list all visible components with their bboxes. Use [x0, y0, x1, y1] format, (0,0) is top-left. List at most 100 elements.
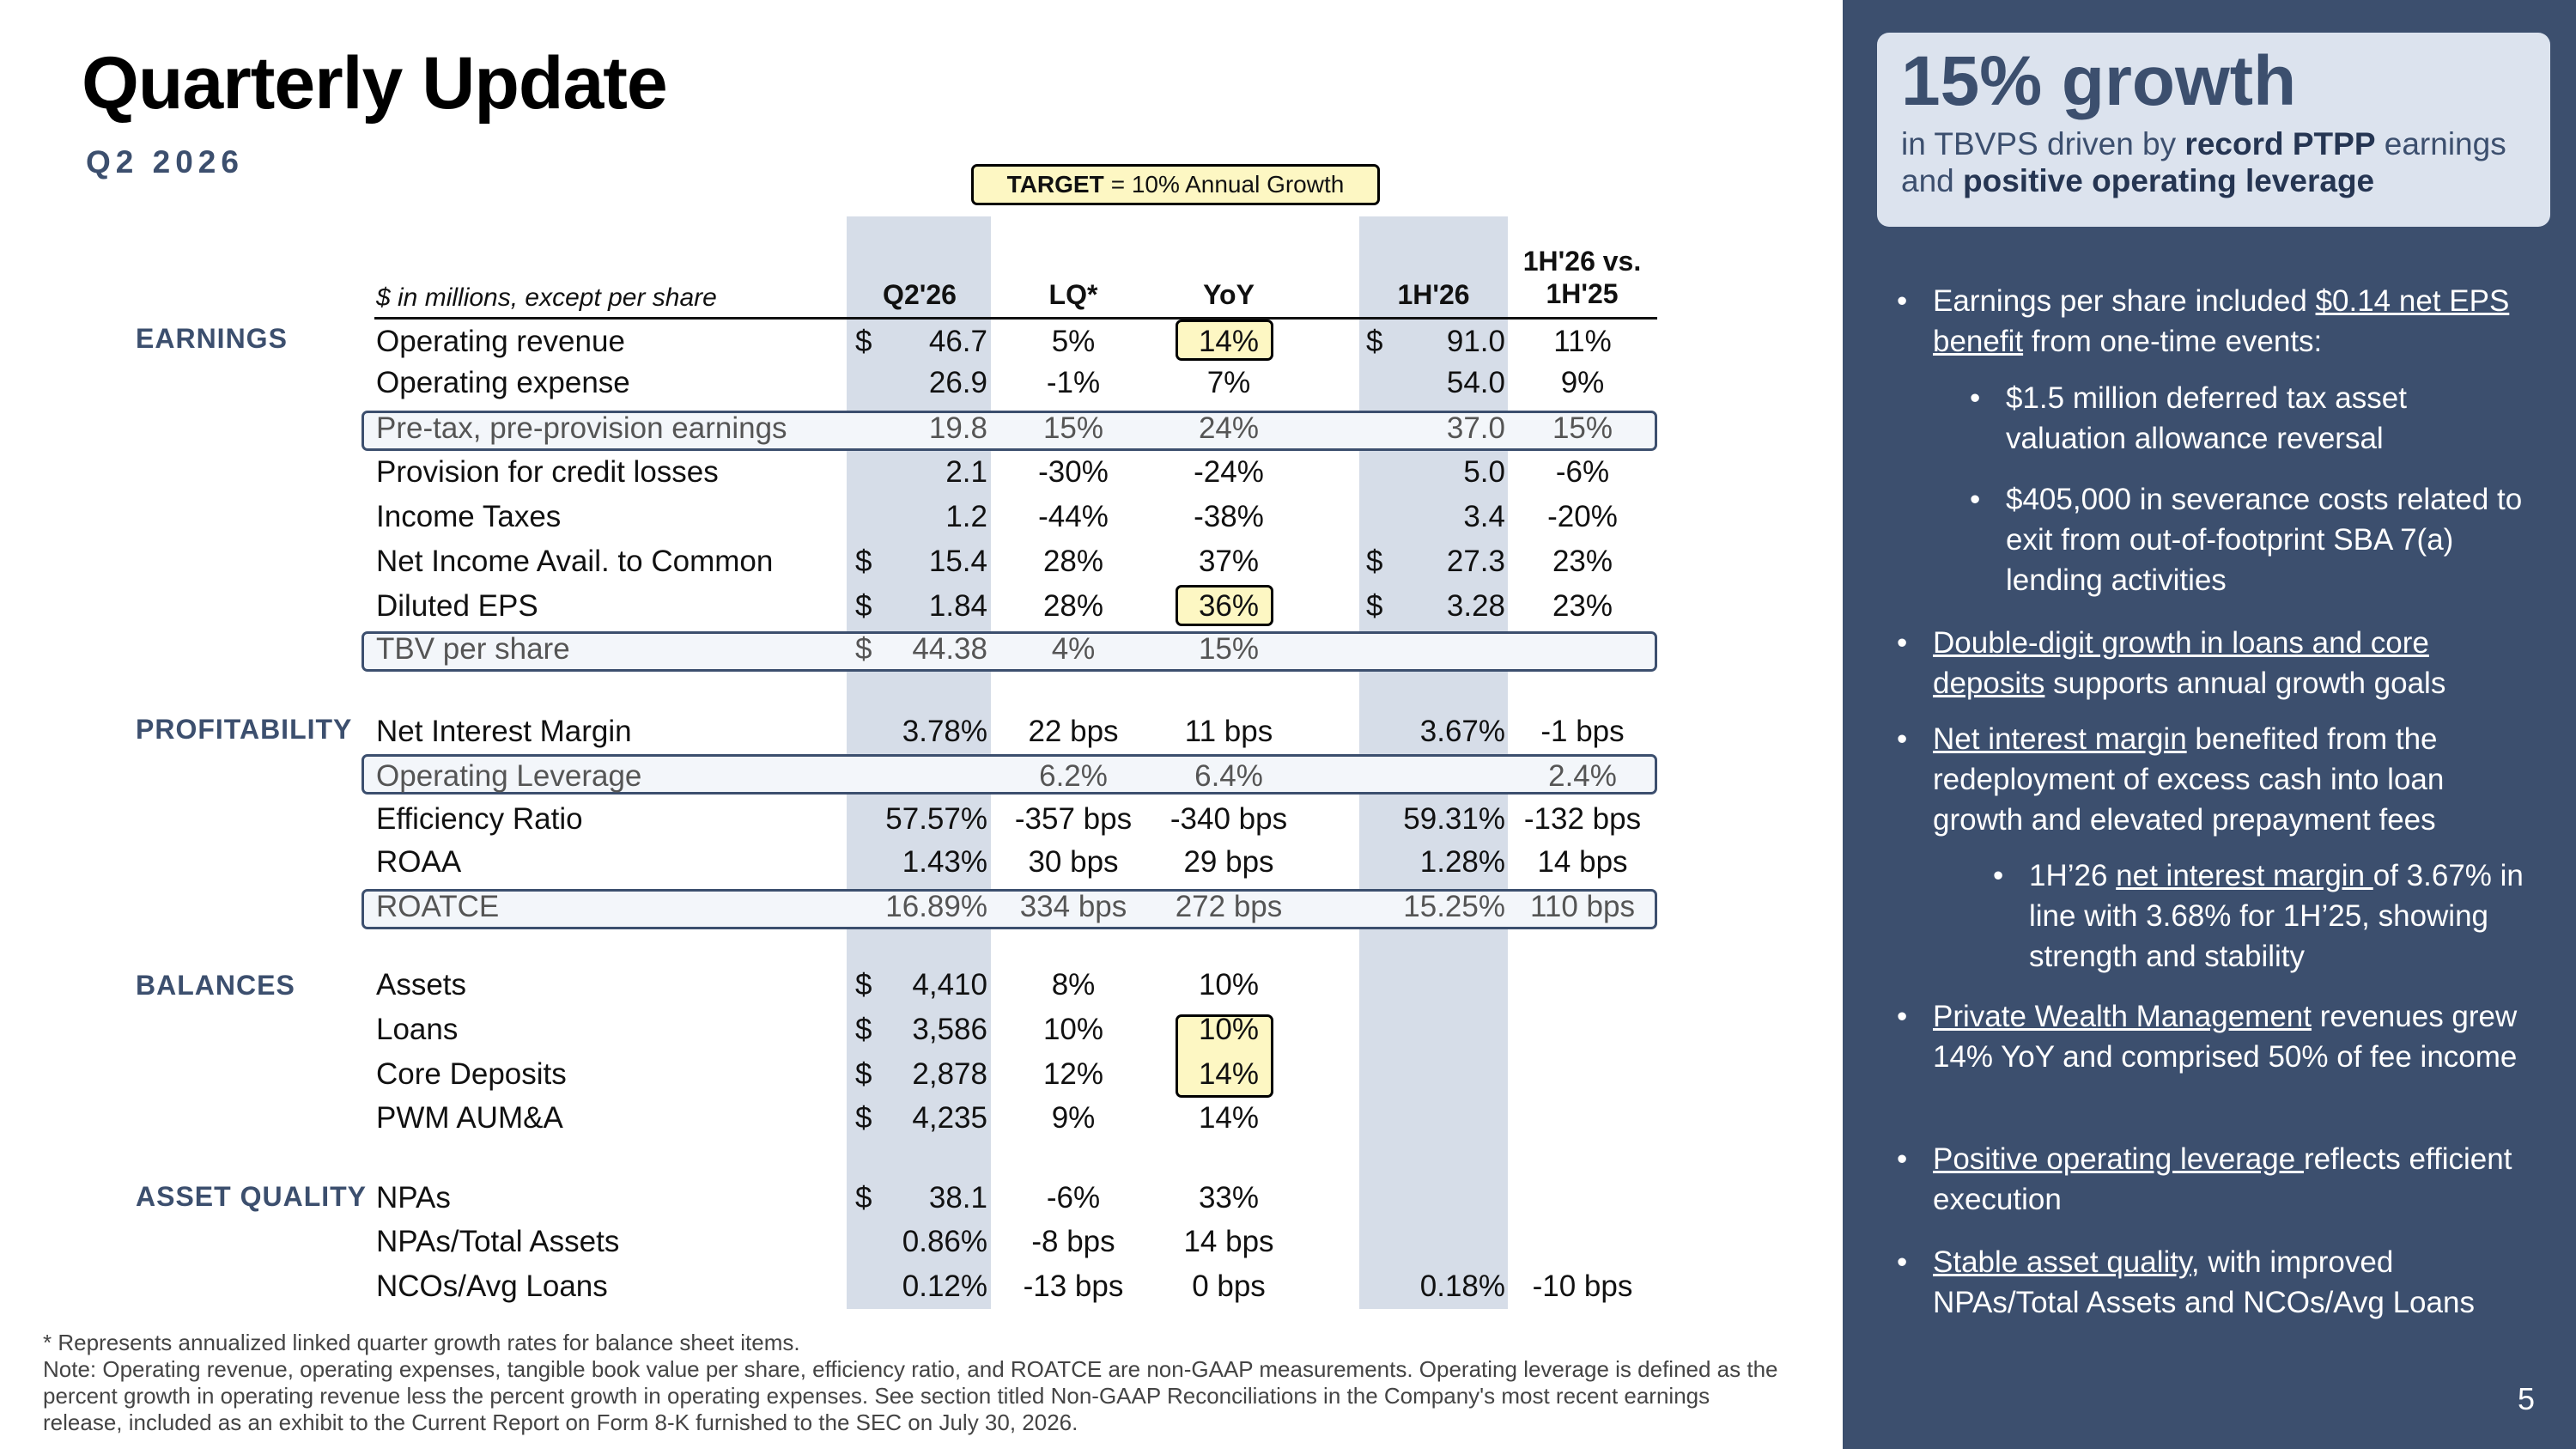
dollar-sign: $ — [1366, 589, 1383, 623]
cell-q226: 3,586 — [912, 1013, 987, 1046]
row-box-operating-leverage — [361, 754, 1657, 795]
cell-1h-vs-1h: -20% — [1547, 500, 1618, 533]
headline-card: 15% growth in TBVPS driven by record PTP… — [1877, 33, 2550, 227]
cell-lq: 6.2% — [1039, 759, 1108, 793]
cell-yoy: 0 bps — [1192, 1269, 1266, 1303]
cell-q226: 4,235 — [912, 1101, 987, 1135]
bullet-loan-growth: Double-digit growth in loans and core de… — [1897, 623, 2534, 703]
table-row: NCOs/Avg Loans 0.12% -13 bps 0 bps 0.18% -10 … — [0, 1265, 1674, 1308]
cell-yoy: 10% — [1198, 968, 1260, 1002]
row-label: TBV per share — [376, 632, 570, 666]
target-text: = 10% Annual Growth — [1110, 171, 1345, 198]
col-header-lq: LQ* — [1048, 279, 1098, 310]
row-label: Core Deposits — [376, 1057, 567, 1091]
cell-lq: 4% — [1051, 632, 1096, 666]
cell-lq: 5% — [1051, 325, 1096, 358]
headline-growth: 15% growth — [1901, 42, 2297, 120]
cell-lq: 28% — [1042, 589, 1104, 623]
row-box-tbv — [361, 631, 1657, 672]
cell-yoy: 6.4% — [1194, 759, 1263, 793]
cell-lq: 15% — [1042, 411, 1104, 445]
cell-q226: 1.84 — [928, 589, 987, 623]
bullet-eps: Earnings per share included $0.14 net EP… — [1897, 281, 2534, 362]
cell-lq: -6% — [1046, 1181, 1101, 1215]
cell-1h-vs-1h: -132 bps — [1523, 802, 1642, 836]
page-title: Quarterly Update — [82, 42, 668, 125]
row-label: Net Interest Margin — [376, 715, 632, 748]
cell-q226: 2,878 — [912, 1057, 987, 1091]
cell-yoy: 272 bps — [1175, 890, 1283, 923]
cell-lq: -44% — [1038, 500, 1109, 533]
table-row: NPAs/Total Assets 0.86% -8 bps 14 bps — [0, 1221, 1674, 1263]
cell-1h-vs-1h: -6% — [1555, 455, 1610, 489]
cell-1h-vs-1h: -10 bps — [1532, 1269, 1633, 1303]
dollar-sign: $ — [855, 545, 872, 578]
headline-subtext: in TBVPS driven by record PTPP earnings … — [1901, 126, 2506, 198]
target-callout: TARGET = 10% Annual Growth — [971, 164, 1380, 205]
highlight-loans-deposits-yoy — [1176, 1014, 1273, 1098]
units-note: $ in millions, except per share — [376, 283, 717, 312]
footnote-line-2: Note: Operating revenue, operating expen… — [43, 1356, 1778, 1435]
cell-yoy: -38% — [1194, 500, 1264, 533]
bullet-eps-severance: $405,000 in severance costs related to e… — [1970, 479, 2547, 600]
bullet-asset-quality: Stable asset quality, with improved NPAs… — [1897, 1242, 2534, 1323]
cell-yoy: 7% — [1206, 366, 1251, 399]
dollar-sign: $ — [855, 1057, 872, 1091]
cell-1h-vs-1h: 14 bps — [1537, 845, 1628, 879]
dollar-sign: $ — [855, 325, 872, 358]
table-row: ROATCE 16.89% 334 bps 272 bps 15.25% 110 bps — [0, 886, 1674, 928]
cell-lq: 8% — [1051, 968, 1096, 1002]
cell-1h26: 54.0 — [1446, 366, 1505, 399]
cell-1h-vs-1h: 2.4% — [1548, 759, 1617, 793]
row-label: Loans — [376, 1013, 459, 1046]
cell-yoy: 14% — [1198, 325, 1260, 358]
table-row: Provision for credit losses 2.1 -30% -24% 5.… — [0, 451, 1674, 494]
cell-yoy: 15% — [1198, 632, 1260, 666]
row-label: Efficiency Ratio — [376, 802, 583, 836]
cell-q226: 44.38 — [912, 632, 987, 666]
cell-1h-vs-1h: 23% — [1552, 545, 1613, 578]
cell-q226: 0.12% — [902, 1269, 987, 1303]
cell-q226: 46.7 — [928, 325, 987, 358]
bullet-pwm: Private Wealth Management revenues grew … — [1897, 996, 2534, 1077]
bullet-nim: Net interest margin benefited from the r… — [1897, 719, 2534, 840]
cell-q226: 1.2 — [945, 500, 987, 533]
cell-1h-vs-1h: 110 bps — [1530, 890, 1635, 923]
cell-yoy: 14 bps — [1183, 1225, 1274, 1258]
dollar-sign: $ — [1366, 545, 1383, 578]
col-header-1h-vs: 1H'26 vs. 1H'25 — [1522, 246, 1642, 309]
table-row: Income Taxes 1.2 -44% -38% 3.4 -20% — [0, 496, 1674, 539]
footnote: * Represents annualized linked quarter g… — [43, 1330, 1795, 1436]
cell-lq: -8 bps — [1031, 1225, 1115, 1258]
cell-lq: -357 bps — [1014, 802, 1133, 836]
cell-1h26: 5.0 — [1463, 455, 1505, 489]
cell-yoy: 11 bps — [1184, 715, 1273, 748]
cell-1h26: 59.31% — [1403, 802, 1505, 836]
row-label: Pre-tax, pre-provision earnings — [376, 411, 787, 445]
cell-yoy: 36% — [1198, 589, 1260, 623]
cell-1h26: 3.28 — [1446, 589, 1505, 623]
dollar-sign: $ — [855, 1181, 872, 1215]
cell-q226: 1.43% — [902, 845, 987, 879]
row-label: Assets — [376, 968, 467, 1002]
table-row: Pre-tax, pre-provision earnings 19.8 15% 24… — [0, 407, 1674, 450]
dollar-sign: $ — [855, 1013, 872, 1046]
row-label: ROATCE — [376, 890, 500, 923]
target-label: TARGET — [1006, 171, 1104, 198]
cell-yoy: 33% — [1198, 1181, 1260, 1215]
cell-1h-vs-1h: -1 bps — [1540, 715, 1625, 748]
row-label: NCOs/Avg Loans — [376, 1269, 608, 1303]
cell-yoy: -340 bps — [1170, 802, 1288, 836]
cell-q226: 0.86% — [902, 1225, 987, 1258]
section-profitability: PROFITABILITY — [136, 714, 353, 745]
row-box-pre-tax — [361, 411, 1657, 451]
row-label: Provision for credit losses — [376, 455, 719, 489]
cell-1h26: 3.4 — [1463, 500, 1505, 533]
highlight-revenue-yoy — [1176, 320, 1273, 361]
col-header-1h26: 1H'26 — [1397, 279, 1470, 310]
cell-yoy: 10% — [1198, 1013, 1260, 1046]
table-row: Operating Leverage 6.2% 6.4% 2.4% — [0, 755, 1674, 798]
table-row: Core Deposits $2,878 12% 14% — [0, 1053, 1674, 1096]
highlight-eps-yoy — [1176, 585, 1273, 626]
row-label: Net Income Avail. to Common — [376, 545, 774, 578]
